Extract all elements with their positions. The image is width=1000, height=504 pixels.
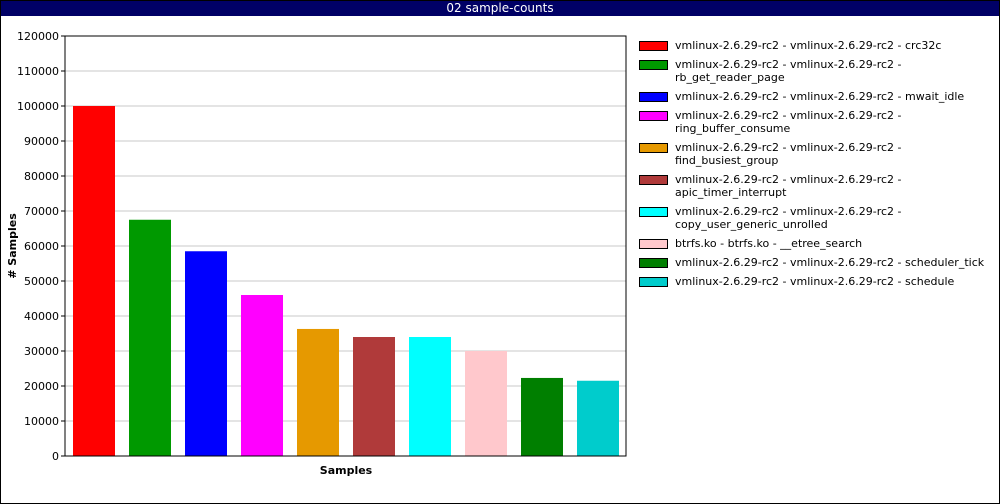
legend-swatch [639,207,668,217]
legend-label: vmlinux-2.6.29-rc2 - vmlinux-2.6.29-rc2 … [675,173,902,199]
legend-label: vmlinux-2.6.29-rc2 - vmlinux-2.6.29-rc2 … [675,141,902,167]
bar [129,219,171,456]
legend-swatch [639,258,668,268]
bar-chart: 0 10000 20000 30000 40000 50000 60000 70000 8000… [6,30,627,477]
legend-swatch [639,60,668,70]
legend-label: vmlinux-2.6.29-rc2 - vmlinux-2.6.29-rc2 … [675,109,902,135]
y-tick-label: 110000 [17,65,59,78]
legend-item: vmlinux-2.6.29-rc2 - vmlinux-2.6.29-rc2 … [639,39,995,52]
bar [409,337,451,456]
legend-item: vmlinux-2.6.29-rc2 - vmlinux-2.6.29-rc2 … [639,90,995,103]
y-axis-ticks: 0 10000 20000 30000 40000 50000 60000 70000 8000… [17,30,65,463]
y-tick-label: 30000 [24,345,59,358]
bar [353,337,395,456]
bar [241,295,283,456]
legend-label: vmlinux-2.6.29-rc2 - vmlinux-2.6.29-rc2 … [675,256,985,269]
legend-label: vmlinux-2.6.29-rc2 - vmlinux-2.6.29-rc2 … [675,58,902,84]
legend-swatch [639,175,668,185]
legend-item: vmlinux-2.6.29-rc2 - vmlinux-2.6.29-rc2 … [639,205,995,231]
plot-area [64,35,627,457]
legend-item: vmlinux-2.6.29-rc2 - vmlinux-2.6.29-rc2 … [639,141,995,167]
legend-swatch [639,92,668,102]
y-tick-label: 90000 [24,135,59,148]
y-tick-label: 10000 [24,415,59,428]
legend-item: vmlinux-2.6.29-rc2 - vmlinux-2.6.29-rc2 … [639,256,995,269]
bars [73,106,619,456]
legend-label: vmlinux-2.6.29-rc2 - vmlinux-2.6.29-rc2 … [675,39,942,52]
x-axis-title: Samples [320,464,373,477]
bar [577,380,619,456]
y-axis-title: # Samples [6,213,19,279]
legend-label: vmlinux-2.6.29-rc2 - vmlinux-2.6.29-rc2 … [675,205,902,231]
bar [465,351,507,456]
y-tick-label: 80000 [24,170,59,183]
legend-item: vmlinux-2.6.29-rc2 - vmlinux-2.6.29-rc2 … [639,58,995,84]
y-tick-label: 50000 [24,275,59,288]
legend-swatch [639,111,668,121]
bar [185,251,227,456]
y-tick-label: 100000 [17,100,59,113]
y-tick-label: 0 [52,450,59,463]
bar [73,106,115,456]
window-title: 02 sample-counts [1,1,999,16]
bar [297,328,339,456]
legend-label: vmlinux-2.6.29-rc2 - vmlinux-2.6.29-rc2 … [675,90,965,103]
y-tick-label: 40000 [24,310,59,323]
legend-item: vmlinux-2.6.29-rc2 - vmlinux-2.6.29-rc2 … [639,275,995,288]
bar [521,377,563,456]
y-tick-label: 120000 [17,30,59,43]
y-tick-label: 60000 [24,240,59,253]
legend-swatch [639,143,668,153]
legend-swatch [639,41,668,51]
legend-item: btrfs.ko - btrfs.ko - __etree_search [639,237,995,250]
legend-label: vmlinux-2.6.29-rc2 - vmlinux-2.6.29-rc2 … [675,275,955,288]
legend-label: btrfs.ko - btrfs.ko - __etree_search [675,237,863,250]
legend-item: vmlinux-2.6.29-rc2 - vmlinux-2.6.29-rc2 … [639,173,995,199]
legend-item: vmlinux-2.6.29-rc2 - vmlinux-2.6.29-rc2 … [639,109,995,135]
legend-swatch [639,277,668,287]
legend-swatch [639,239,668,249]
legend: vmlinux-2.6.29-rc2 - vmlinux-2.6.29-rc2 … [639,39,995,294]
y-tick-label: 20000 [24,380,59,393]
y-tick-label: 70000 [24,205,59,218]
